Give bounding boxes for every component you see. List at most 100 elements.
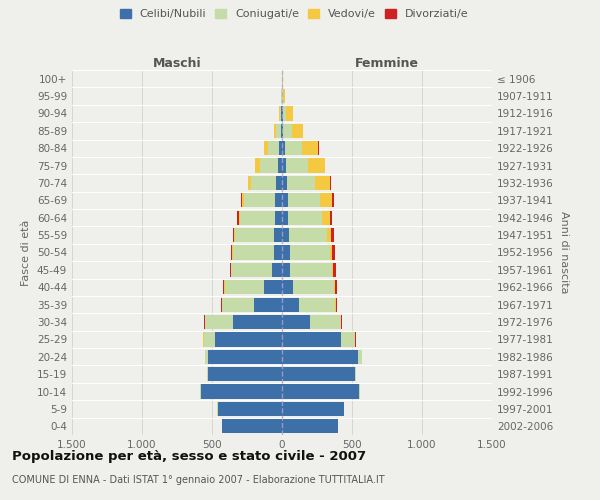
- Text: Maschi: Maschi: [152, 57, 202, 70]
- Bar: [205, 315, 233, 329]
- Y-axis label: Anni di nascita: Anni di nascita: [559, 211, 569, 294]
- Bar: [286, 158, 308, 172]
- Bar: [277, 124, 281, 138]
- Bar: [272, 263, 282, 277]
- Bar: [255, 158, 256, 172]
- Bar: [218, 402, 282, 416]
- Bar: [322, 210, 330, 225]
- Bar: [248, 176, 251, 190]
- Bar: [286, 106, 293, 120]
- Bar: [327, 228, 331, 242]
- Bar: [280, 106, 281, 120]
- Bar: [282, 402, 344, 416]
- Bar: [335, 298, 337, 312]
- Bar: [208, 367, 282, 382]
- Bar: [292, 124, 303, 138]
- Bar: [335, 280, 337, 294]
- Bar: [282, 367, 355, 382]
- Bar: [285, 141, 302, 156]
- Bar: [283, 89, 285, 103]
- Bar: [264, 141, 268, 156]
- Bar: [289, 228, 327, 242]
- Bar: [239, 210, 240, 225]
- Bar: [282, 246, 290, 260]
- Bar: [293, 280, 334, 294]
- Bar: [278, 158, 282, 172]
- Bar: [260, 158, 278, 172]
- Y-axis label: Fasce di età: Fasce di età: [22, 220, 31, 286]
- Bar: [207, 367, 208, 382]
- Text: Popolazione per età, sesso e stato civile - 2007: Popolazione per età, sesso e stato civil…: [12, 450, 366, 463]
- Bar: [282, 315, 310, 329]
- Bar: [274, 228, 282, 242]
- Bar: [332, 246, 335, 260]
- Bar: [320, 193, 332, 208]
- Bar: [281, 124, 282, 138]
- Bar: [217, 402, 218, 416]
- Bar: [299, 298, 335, 312]
- Bar: [282, 176, 287, 190]
- Legend: Celibi/Nubili, Coniugati/e, Vedovi/e, Divorziati/e: Celibi/Nubili, Coniugati/e, Vedovi/e, Di…: [116, 6, 472, 22]
- Bar: [334, 280, 335, 294]
- Bar: [233, 228, 235, 242]
- Bar: [332, 193, 334, 208]
- Bar: [275, 193, 282, 208]
- Bar: [276, 176, 282, 190]
- Bar: [241, 193, 242, 208]
- Bar: [203, 332, 215, 346]
- Bar: [282, 89, 283, 103]
- Bar: [310, 315, 341, 329]
- Bar: [200, 384, 201, 398]
- Bar: [282, 350, 358, 364]
- Bar: [359, 384, 360, 398]
- Bar: [274, 124, 277, 138]
- Bar: [290, 246, 330, 260]
- Bar: [341, 315, 343, 329]
- Bar: [331, 228, 334, 242]
- Bar: [232, 246, 233, 260]
- Bar: [315, 176, 330, 190]
- Bar: [231, 246, 232, 260]
- Bar: [282, 263, 290, 277]
- Bar: [222, 419, 282, 434]
- Bar: [235, 228, 274, 242]
- Bar: [242, 193, 244, 208]
- Bar: [282, 193, 287, 208]
- Bar: [341, 332, 355, 346]
- Bar: [244, 193, 275, 208]
- Bar: [231, 263, 272, 277]
- Bar: [282, 124, 283, 138]
- Bar: [282, 419, 338, 434]
- Bar: [223, 280, 224, 294]
- Bar: [282, 228, 289, 242]
- Bar: [355, 332, 356, 346]
- Bar: [281, 106, 282, 120]
- Bar: [332, 263, 333, 277]
- Bar: [215, 332, 282, 346]
- Bar: [279, 106, 280, 120]
- Bar: [201, 384, 282, 398]
- Bar: [282, 298, 299, 312]
- Bar: [205, 350, 208, 364]
- Bar: [251, 176, 276, 190]
- Bar: [224, 280, 264, 294]
- Bar: [287, 193, 320, 208]
- Bar: [238, 210, 239, 225]
- Bar: [289, 210, 322, 225]
- Bar: [287, 176, 315, 190]
- Bar: [204, 315, 205, 329]
- Bar: [275, 210, 282, 225]
- Bar: [254, 298, 282, 312]
- Bar: [282, 210, 289, 225]
- Bar: [282, 332, 341, 346]
- Bar: [282, 384, 359, 398]
- Bar: [208, 350, 282, 364]
- Bar: [256, 158, 260, 172]
- Bar: [331, 210, 332, 225]
- Text: Femmine: Femmine: [355, 57, 419, 70]
- Bar: [282, 280, 293, 294]
- Bar: [308, 158, 325, 172]
- Bar: [358, 350, 362, 364]
- Bar: [283, 124, 292, 138]
- Bar: [302, 141, 319, 156]
